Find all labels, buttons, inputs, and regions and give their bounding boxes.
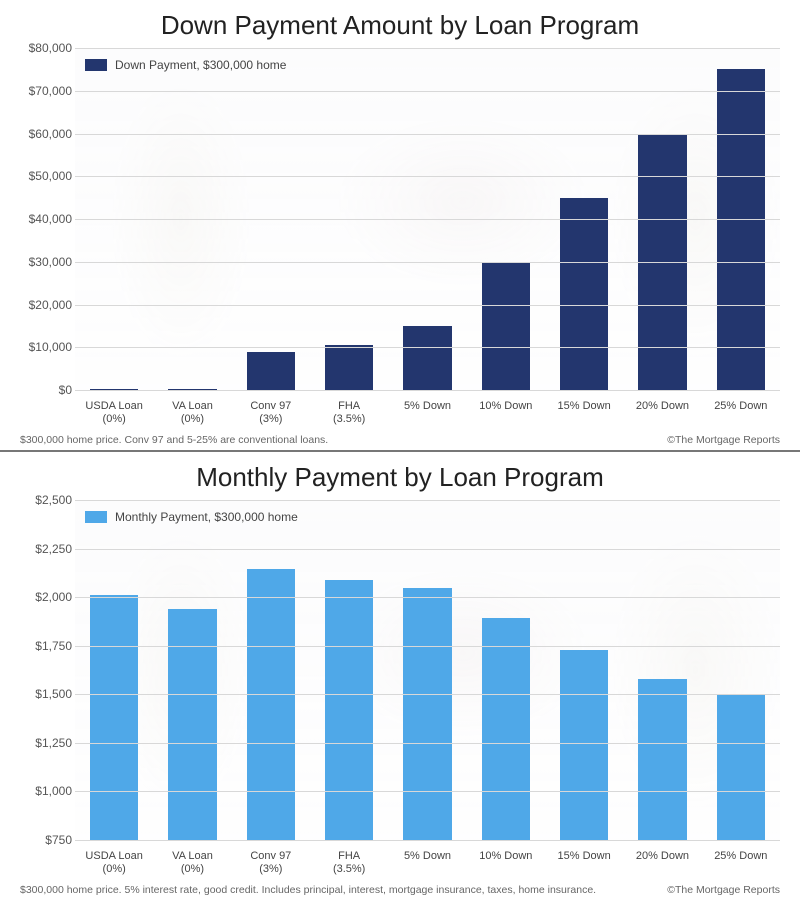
x-axis-label: 10% Down: [467, 400, 545, 426]
bar-slot: [702, 500, 780, 840]
chart-title: Down Payment Amount by Loan Program: [20, 10, 780, 41]
x-axis-label: USDA Loan(0%): [75, 850, 153, 876]
bar: [638, 679, 687, 840]
chart-title: Monthly Payment by Loan Program: [20, 462, 780, 493]
x-axis-label: 15% Down: [545, 400, 623, 426]
gridline: [75, 390, 780, 391]
y-axis-tick: $2,250: [20, 542, 72, 556]
x-axis-label: Conv 97(3%): [232, 850, 310, 876]
gridline: [75, 597, 780, 598]
x-axis-label: Conv 97(3%): [232, 400, 310, 426]
gridline: [75, 134, 780, 135]
bar: [325, 580, 374, 840]
gridline: [75, 48, 780, 49]
legend-swatch: [85, 59, 107, 71]
bar: [717, 69, 766, 390]
bar-slot: [623, 500, 701, 840]
gridline: [75, 500, 780, 501]
gridline: [75, 549, 780, 550]
chart-panel-monthly: Monthly Payment by Loan Program Monthly …: [0, 452, 800, 900]
x-axis-label: 15% Down: [545, 850, 623, 876]
gridline: [75, 791, 780, 792]
y-axis-tick: $40,000: [20, 212, 72, 226]
chart-footnote: $300,000 home price. 5% interest rate, g…: [20, 884, 596, 896]
y-axis-tick: $10,000: [20, 340, 72, 354]
y-axis-tick: $1,000: [20, 784, 72, 798]
x-axis-labels: USDA Loan(0%)VA Loan(0%)Conv 97(3%)FHA(3…: [75, 850, 780, 876]
bar-slot: [232, 500, 310, 840]
y-axis-tick: $20,000: [20, 298, 72, 312]
footnote-row: $300,000 home price. Conv 97 and 5-25% a…: [20, 434, 780, 446]
legend-label: Down Payment, $300,000 home: [115, 58, 286, 72]
bar-group: [75, 500, 780, 840]
y-axis-tick: $30,000: [20, 255, 72, 269]
x-axis-label: FHA(3.5%): [310, 400, 388, 426]
y-axis-tick: $0: [20, 383, 72, 397]
gridline: [75, 262, 780, 263]
gridline: [75, 646, 780, 647]
y-axis-tick: $750: [20, 833, 72, 847]
bar: [325, 345, 374, 390]
bar: [403, 588, 452, 840]
bar-slot: [388, 500, 466, 840]
bar: [560, 198, 609, 390]
y-axis-tick: $2,000: [20, 590, 72, 604]
plot-area: [75, 500, 780, 840]
gridline: [75, 743, 780, 744]
bar: [403, 326, 452, 390]
x-axis-label: 10% Down: [467, 850, 545, 876]
legend-label: Monthly Payment, $300,000 home: [115, 510, 298, 524]
footnote-row: $300,000 home price. 5% interest rate, g…: [20, 884, 780, 896]
x-axis-labels: USDA Loan(0%)VA Loan(0%)Conv 97(3%)FHA(3…: [75, 400, 780, 426]
gridline: [75, 219, 780, 220]
bar: [90, 595, 139, 840]
bar: [247, 352, 296, 390]
y-axis-tick: $1,500: [20, 687, 72, 701]
bar: [168, 609, 217, 840]
y-axis-tick: $50,000: [20, 169, 72, 183]
bar: [247, 569, 296, 840]
x-axis-label: VA Loan(0%): [153, 850, 231, 876]
x-axis-label: 5% Down: [388, 850, 466, 876]
y-axis-tick: $80,000: [20, 41, 72, 55]
gridline: [75, 91, 780, 92]
gridline: [75, 305, 780, 306]
bar-slot: [467, 500, 545, 840]
bar: [560, 650, 609, 840]
chart-panel-downpayment: Down Payment Amount by Loan Program Down…: [0, 0, 800, 450]
bar-slot: [75, 500, 153, 840]
plot-area: [75, 48, 780, 390]
bar: [482, 618, 531, 840]
x-axis-label: 5% Down: [388, 400, 466, 426]
bar-slot: [153, 500, 231, 840]
chart-legend: Down Payment, $300,000 home: [85, 58, 286, 72]
x-axis-label: FHA(3.5%): [310, 850, 388, 876]
chart-legend: Monthly Payment, $300,000 home: [85, 510, 298, 524]
x-axis-label: USDA Loan(0%): [75, 400, 153, 426]
legend-swatch: [85, 511, 107, 523]
gridline: [75, 840, 780, 841]
bar-slot: [545, 500, 623, 840]
y-axis-tick: $2,500: [20, 493, 72, 507]
y-axis-tick: $70,000: [20, 84, 72, 98]
y-axis-tick: $1,250: [20, 736, 72, 750]
gridline: [75, 694, 780, 695]
x-axis-label: 20% Down: [623, 850, 701, 876]
gridline: [75, 347, 780, 348]
x-axis-label: VA Loan(0%): [153, 400, 231, 426]
x-axis-label: 25% Down: [702, 850, 780, 876]
gridline: [75, 176, 780, 177]
x-axis-label: 20% Down: [623, 400, 701, 426]
chart-copyright: ©The Mortgage Reports: [667, 884, 780, 896]
y-axis-tick: $1,750: [20, 639, 72, 653]
y-axis-tick: $60,000: [20, 127, 72, 141]
bar: [717, 694, 766, 840]
x-axis-label: 25% Down: [702, 400, 780, 426]
chart-footnote: $300,000 home price. Conv 97 and 5-25% a…: [20, 434, 328, 446]
chart-copyright: ©The Mortgage Reports: [667, 434, 780, 446]
bar-slot: [310, 500, 388, 840]
bar: [482, 262, 531, 390]
